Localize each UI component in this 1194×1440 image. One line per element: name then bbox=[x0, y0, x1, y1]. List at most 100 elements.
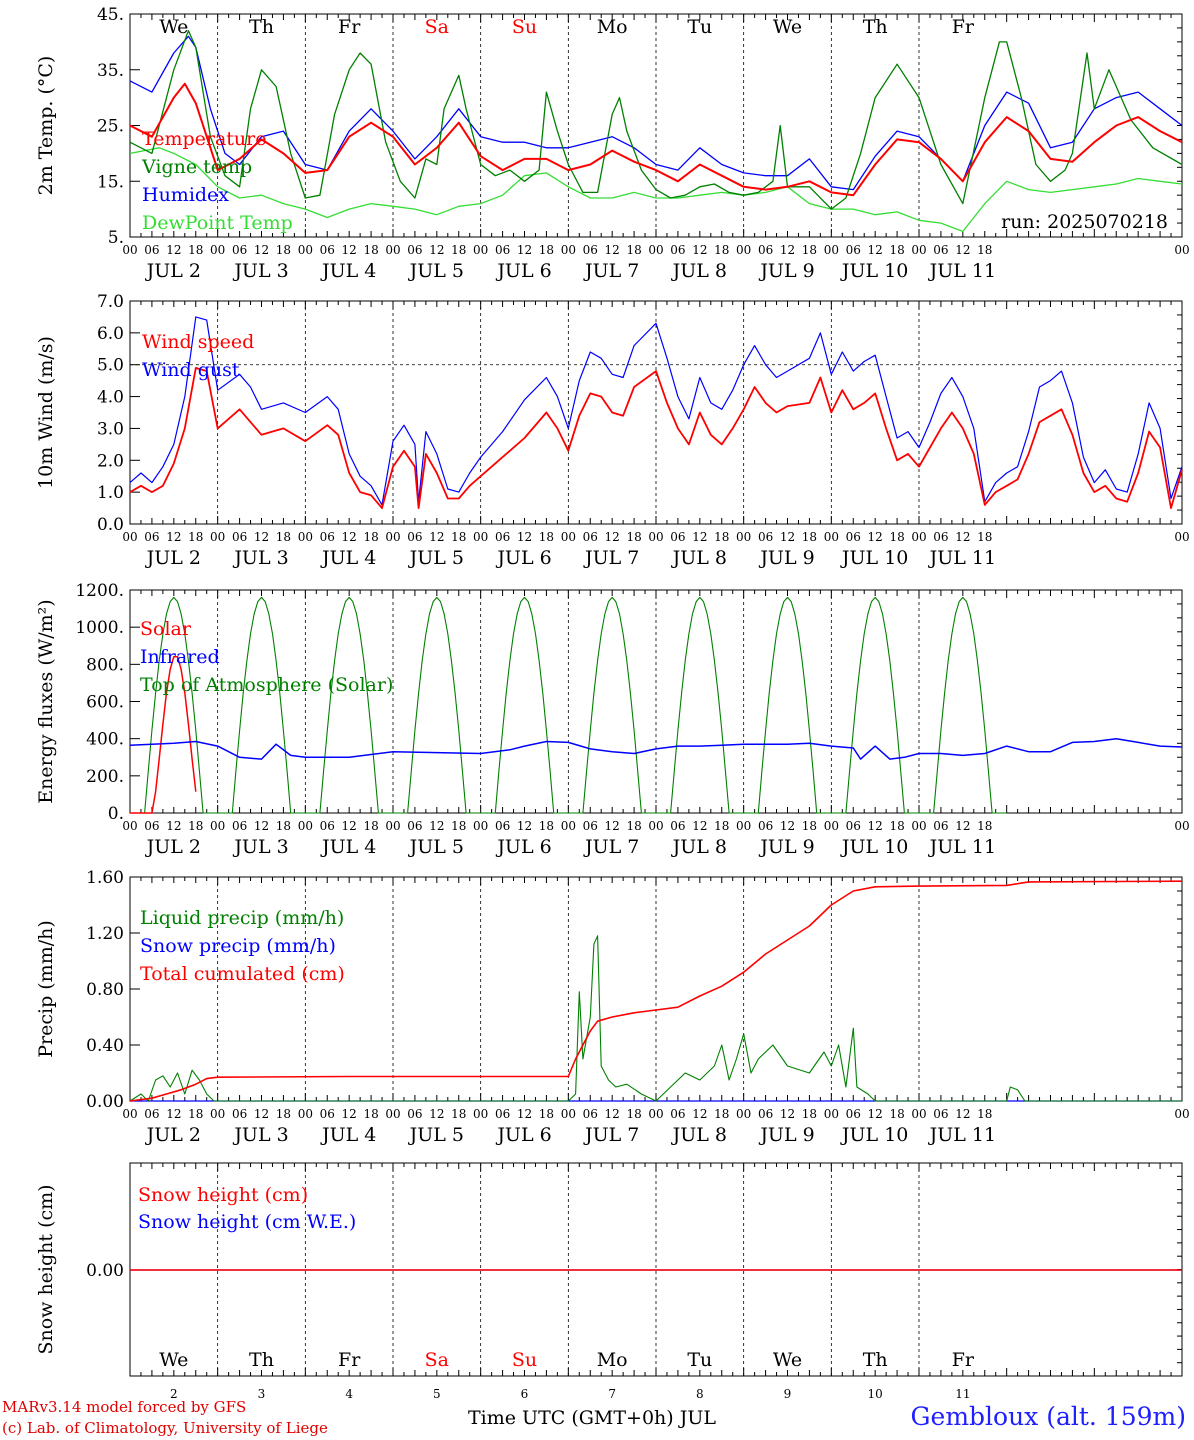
y-tick-label: 400. bbox=[86, 730, 124, 750]
hour-tick-label: 12 bbox=[254, 819, 269, 833]
legend-entry: Wind speed bbox=[142, 331, 254, 353]
series-humidex bbox=[129, 35, 1183, 191]
y-tick-label: 200. bbox=[86, 767, 124, 787]
day-number-label: 10 bbox=[868, 1387, 883, 1401]
hour-tick-label: 12 bbox=[166, 243, 181, 257]
hour-tick-label: 00 bbox=[298, 243, 313, 257]
hour-tick-label: 18 bbox=[889, 243, 904, 257]
hour-tick-label: 18 bbox=[363, 530, 378, 544]
hour-tick-label: 06 bbox=[583, 1107, 598, 1121]
wind-axis-label: 10m Wind (m/s) bbox=[35, 336, 57, 489]
plot-frame bbox=[129, 13, 1183, 238]
hour-tick-label: 06 bbox=[933, 819, 948, 833]
hour-tick-label: 12 bbox=[254, 530, 269, 544]
y-tick-label: 0.00 bbox=[86, 1092, 124, 1112]
hour-tick-label: 06 bbox=[407, 819, 422, 833]
snow-axis-label: Snow height (cm) bbox=[35, 1184, 57, 1354]
hour-tick-label: 06 bbox=[495, 243, 510, 257]
hour-tick-label: 18 bbox=[188, 530, 203, 544]
hour-tick-label: 18 bbox=[714, 819, 729, 833]
weekday-label: Fr bbox=[338, 1349, 361, 1371]
hour-tick-label: 06 bbox=[144, 819, 159, 833]
hour-tick-label: 18 bbox=[451, 819, 466, 833]
hour-tick-label: 06 bbox=[583, 819, 598, 833]
legend-entry: Infrared bbox=[140, 646, 220, 668]
y-tick-label: 5. bbox=[108, 228, 124, 248]
hour-tick-label: 00 bbox=[210, 819, 225, 833]
panel-1: 00 06 12 18 00 06 12 18 00 06 12 18 00 06 12 18 00 06 12 18… bbox=[35, 5, 1190, 282]
weekday-label: Su bbox=[512, 16, 537, 38]
day-number-label: 8 bbox=[696, 1387, 704, 1401]
hour-tick-label: 18 bbox=[714, 1107, 729, 1121]
hour-tick-label: 18 bbox=[363, 243, 378, 257]
hour-tick-label: 00 bbox=[1174, 530, 1189, 544]
weekday-label: Fr bbox=[952, 1349, 975, 1371]
hour-tick-label: 00 bbox=[648, 530, 663, 544]
date-label: JUL 6 bbox=[495, 1124, 551, 1146]
weekday-label: Tu bbox=[687, 1349, 712, 1371]
hour-tick-label: 00 bbox=[911, 1107, 926, 1121]
weekday-label: We bbox=[159, 16, 188, 38]
hour-tick-label: 18 bbox=[802, 530, 817, 544]
hour-tick-label: 00 bbox=[911, 530, 926, 544]
model-credit: MARv3.14 model forced by GFS bbox=[2, 1398, 247, 1416]
hour-tick-label: 00 bbox=[298, 530, 313, 544]
hour-tick-label: 12 bbox=[780, 243, 795, 257]
hour-tick-label: 06 bbox=[758, 530, 773, 544]
hour-tick-label: 00 bbox=[473, 530, 488, 544]
hour-tick-label: 18 bbox=[626, 1107, 641, 1121]
date-label: JUL 11 bbox=[928, 547, 996, 569]
series-vigne-temp bbox=[129, 30, 1183, 210]
hour-tick-label: 00 bbox=[473, 1107, 488, 1121]
date-label: JUL 9 bbox=[758, 1124, 814, 1146]
day-number-label: 3 bbox=[258, 1387, 266, 1401]
lab-credit: (c) Lab. of Climatology, University of L… bbox=[2, 1419, 328, 1437]
series-wind-speed bbox=[129, 366, 1183, 510]
hour-tick-label: 12 bbox=[780, 819, 795, 833]
y-tick-label: 0.00 bbox=[86, 1261, 124, 1281]
hour-tick-label: 00 bbox=[298, 1107, 313, 1121]
date-label: JUL 4 bbox=[320, 547, 376, 569]
hour-tick-label: 18 bbox=[889, 819, 904, 833]
energy-axis-label: Energy fluxes (W/m²) bbox=[35, 599, 57, 803]
hour-tick-label: 18 bbox=[451, 243, 466, 257]
hour-tick-label: 12 bbox=[254, 243, 269, 257]
hour-tick-label: 12 bbox=[868, 819, 883, 833]
y-tick-label: 1000. bbox=[75, 618, 124, 638]
hour-tick-label: 12 bbox=[342, 819, 357, 833]
hour-tick-label: 06 bbox=[933, 530, 948, 544]
hour-tick-label: 12 bbox=[955, 819, 970, 833]
hour-tick-label: 18 bbox=[889, 1107, 904, 1121]
hour-tick-label: 18 bbox=[363, 819, 378, 833]
date-label: JUL 5 bbox=[408, 260, 464, 282]
hour-tick-label: 00 bbox=[736, 243, 751, 257]
hour-tick-label: 00 bbox=[561, 530, 576, 544]
hour-tick-label: 18 bbox=[539, 819, 554, 833]
hour-tick-label: 06 bbox=[846, 819, 861, 833]
hour-tick-label: 06 bbox=[670, 1107, 685, 1121]
weekday-label: Fr bbox=[338, 16, 361, 38]
hour-tick-label: 00 bbox=[210, 1107, 225, 1121]
hour-tick-label: 00 bbox=[561, 1107, 576, 1121]
hour-tick-label: 06 bbox=[144, 1107, 159, 1121]
hour-tick-label: 06 bbox=[320, 1107, 335, 1121]
date-label: JUL 9 bbox=[758, 836, 814, 858]
y-tick-label: 0.40 bbox=[86, 1036, 124, 1056]
date-label: JUL 10 bbox=[840, 1124, 908, 1146]
day-number-label: 11 bbox=[955, 1387, 970, 1401]
hour-tick-label: 06 bbox=[670, 819, 685, 833]
y-tick-label: 6.0 bbox=[97, 324, 124, 344]
date-label: JUL 8 bbox=[671, 260, 727, 282]
hour-tick-label: 00 bbox=[648, 243, 663, 257]
legend-entry: Humidex bbox=[142, 184, 229, 206]
y-tick-label: 600. bbox=[86, 693, 124, 713]
date-label: JUL 11 bbox=[928, 260, 996, 282]
hour-tick-label: 06 bbox=[758, 1107, 773, 1121]
hour-tick-label: 06 bbox=[232, 819, 247, 833]
hour-tick-label: 12 bbox=[429, 530, 444, 544]
precip-axis-label: Precip (mm/h) bbox=[35, 920, 57, 1058]
hour-tick-label: 18 bbox=[539, 243, 554, 257]
hour-tick-label: 06 bbox=[670, 243, 685, 257]
y-tick-label: 1.0 bbox=[97, 483, 124, 503]
